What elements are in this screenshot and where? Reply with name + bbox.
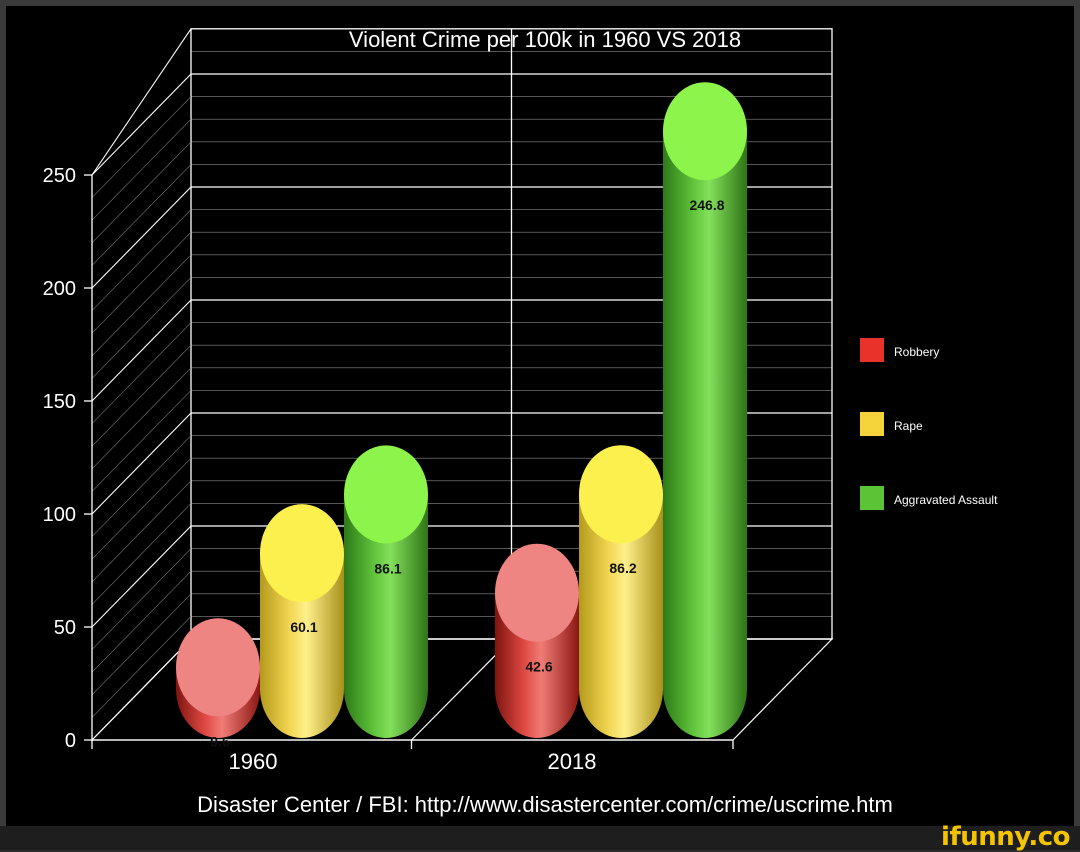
legend-swatch-robbery bbox=[860, 338, 884, 362]
bar-top bbox=[176, 618, 260, 717]
y-tick-label: 250 bbox=[43, 165, 76, 187]
data-label: 246.8 bbox=[689, 197, 724, 213]
y-tick-label: 0 bbox=[65, 730, 76, 752]
axes: 0 50 100 150 200 250 1960 2018 bbox=[43, 165, 734, 774]
side-gridline-minor bbox=[91, 616, 192, 718]
bar-1960-rape bbox=[260, 504, 344, 738]
legend: Robbery Rape Aggravated Assault bbox=[860, 338, 998, 510]
y-tick-label: 150 bbox=[43, 391, 76, 413]
side-gridline-minor bbox=[91, 231, 192, 334]
side-gridline-minor bbox=[91, 457, 192, 560]
legend-label-aggravated-assault: Aggravated Assault bbox=[894, 493, 998, 507]
legend-swatch-aggravated-assault bbox=[860, 486, 884, 510]
legend-label-rape: Rape bbox=[894, 419, 923, 433]
side-gridline-minor bbox=[91, 254, 192, 357]
bar-2018-robbery bbox=[495, 543, 579, 738]
bar-body bbox=[344, 494, 428, 738]
legend-swatch-rape bbox=[860, 412, 884, 436]
y-tick-label: 100 bbox=[43, 504, 76, 526]
bar-body bbox=[663, 131, 747, 738]
data-label: 86.2 bbox=[609, 560, 636, 576]
side-gridline-major bbox=[91, 186, 192, 289]
data-labels: 9.6 60.1 86.1 42.6 86.2 246.8 bbox=[210, 197, 724, 749]
bar-top bbox=[579, 445, 663, 544]
floor-divider bbox=[411, 638, 512, 741]
crime-chart: 0 50 100 150 200 250 1960 2018 9.6 60.1 86.1 42.6 8… bbox=[43, 27, 998, 817]
x-tick-label: 1960 bbox=[229, 749, 278, 774]
legend-label-robbery: Robbery bbox=[894, 345, 939, 359]
side-gridline-minor bbox=[91, 570, 192, 673]
chart-title: Violent Crime per 100k in 1960 VS 2018 bbox=[349, 27, 741, 52]
side-gridline-major bbox=[91, 525, 192, 628]
bar-1960-aggravated-assault bbox=[344, 445, 428, 738]
bar-2018-aggravated-assault bbox=[663, 82, 747, 738]
side-gridline-minor bbox=[91, 480, 192, 583]
data-label: 42.6 bbox=[525, 659, 552, 675]
side-gridline-minor bbox=[91, 367, 192, 470]
data-label: 86.1 bbox=[374, 560, 401, 576]
side-gridline-minor bbox=[91, 209, 192, 311]
source-caption: Disaster Center / FBI: http://www.disast… bbox=[197, 792, 893, 817]
side-gridline-minor bbox=[91, 390, 192, 492]
side-gridline-minor bbox=[91, 118, 192, 221]
side-gridline-minor bbox=[91, 548, 192, 650]
bar-top bbox=[495, 543, 579, 642]
side-gridline-minor bbox=[91, 593, 192, 696]
y-tick-label: 200 bbox=[43, 278, 76, 300]
side-gridline-minor bbox=[91, 277, 192, 379]
side-gridline-minor bbox=[91, 141, 192, 244]
side-wall-top bbox=[91, 28, 192, 176]
side-gridline-minor bbox=[91, 344, 192, 447]
bar-top bbox=[344, 445, 428, 544]
side-gridline-minor bbox=[91, 435, 192, 537]
bar-body bbox=[260, 553, 344, 738]
bar-2018-rape bbox=[579, 445, 663, 738]
ifunny-watermark: ifunny.co bbox=[941, 822, 1070, 852]
bar-top bbox=[663, 82, 747, 181]
side-gridline-major bbox=[91, 73, 192, 176]
side-gridline-minor bbox=[91, 96, 192, 198]
data-label: 60.1 bbox=[290, 619, 317, 635]
side-gridline-major bbox=[91, 299, 192, 402]
side-gridline-major bbox=[91, 412, 192, 515]
bar-body bbox=[579, 494, 663, 738]
side-gridline-minor bbox=[91, 322, 192, 424]
side-gridline-minor bbox=[91, 164, 192, 266]
side-gridline-minor bbox=[91, 503, 192, 605]
bottom-strip bbox=[0, 826, 1080, 850]
x-tick-label: 2018 bbox=[548, 749, 597, 774]
y-tick-label: 50 bbox=[54, 617, 76, 639]
bar-top bbox=[260, 504, 344, 603]
data-label: 9.6 bbox=[210, 733, 230, 749]
bar-1960-robbery bbox=[176, 618, 260, 738]
bars bbox=[176, 82, 747, 738]
